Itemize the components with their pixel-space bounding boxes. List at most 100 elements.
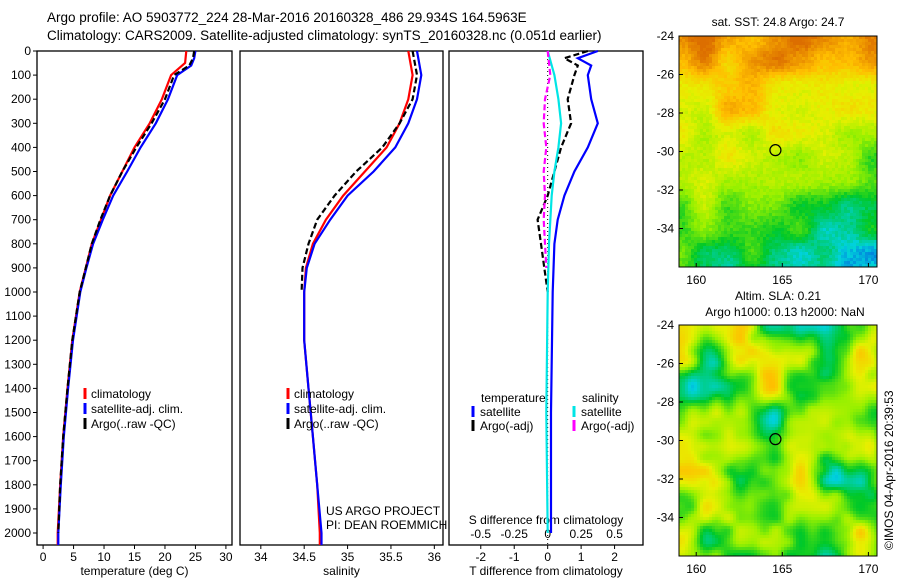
- lon-tick-label: 160: [686, 273, 706, 287]
- legend-title-salinity: salinity: [582, 391, 619, 405]
- lat-tick-label: -24: [657, 29, 675, 43]
- figure-title-line1: Argo profile: AO 5903772_224 28-Mar-2016…: [47, 10, 527, 25]
- legend-label: satellite: [480, 405, 521, 419]
- x2-tick-label: 0: [544, 527, 551, 541]
- legend-label: Argo(-adj): [581, 419, 634, 433]
- series-line-s-argo-adj-: [542, 50, 552, 268]
- lon-tick-label: 165: [772, 273, 792, 287]
- lat-tick-label: -28: [657, 106, 675, 120]
- x-axis-label: salinity: [323, 564, 360, 578]
- y-tick-label: 1300: [4, 357, 31, 371]
- y-tick-label: 100: [11, 68, 31, 82]
- y-tick-label: 700: [11, 213, 31, 227]
- y-tick-label: 400: [11, 140, 31, 154]
- y-tick-label: 900: [11, 261, 31, 275]
- panel-difference: -2 -1 0 1 2T difference from climatology S di…: [448, 49, 644, 578]
- panel-temperature: 0100200300400500600700800900100011001200…: [4, 44, 233, 578]
- y-tick-label: 800: [11, 237, 31, 251]
- x-tick-label: 10: [97, 550, 111, 564]
- legend-label: Argo(..raw -QC): [91, 417, 176, 431]
- y-tick-label: 2000: [4, 526, 31, 540]
- x2-tick-label: -0.25: [501, 527, 529, 541]
- y-tick-label: 1400: [4, 381, 31, 395]
- y-tick-label: 1500: [4, 406, 31, 420]
- project-label: US ARGO PROJECT: [326, 504, 441, 518]
- x2-tick-label: 0.25: [569, 527, 593, 541]
- argo-location-marker: [769, 433, 782, 446]
- legend-label: satellite-adj. clim.: [294, 402, 386, 416]
- sst-map-axes: 160 165 170 -24 -26 -28 -30 -32 -34: [657, 29, 879, 287]
- y-tick-label: 0: [24, 44, 31, 58]
- sla-map-title-2: Argo h1000: 0.13 h2000: NaN: [705, 305, 865, 319]
- series-line-argo-raw-qc-: [57, 50, 196, 534]
- legend-label: Argo(..raw -QC): [294, 417, 379, 431]
- y-tick-label: 1900: [4, 502, 31, 516]
- lat-tick-label: -32: [657, 472, 675, 486]
- x-axis-label: temperature (deg C): [80, 564, 188, 578]
- y-tick-label: 1100: [5, 309, 31, 323]
- sst-map-image: [679, 36, 877, 267]
- x-tick-label: 25: [189, 550, 203, 564]
- map-frame: [678, 324, 878, 557]
- map-frame: [678, 35, 878, 268]
- lon-tick-label: 170: [858, 562, 878, 576]
- x-tick-label: 20: [158, 550, 172, 564]
- lat-tick-label: -26: [657, 357, 675, 371]
- x-tick-label: 15: [128, 550, 142, 564]
- series-line-argo-raw-qc-: [300, 50, 419, 293]
- lon-tick-label: 165: [772, 562, 792, 576]
- x-tick-label: 35.5: [379, 550, 403, 564]
- x-tick-label: 35: [341, 550, 355, 564]
- x-tick-label: 0: [544, 550, 551, 564]
- series-line-satellite-adj-clim-: [303, 50, 423, 545]
- argo-location-marker: [769, 144, 782, 157]
- x-tick-label: 5: [70, 550, 77, 564]
- x-tick-label: 34: [254, 550, 268, 564]
- x-tick-label: 1: [578, 550, 585, 564]
- y-tick-label: 1700: [4, 454, 31, 468]
- y-tick-label: 1800: [4, 478, 31, 492]
- x-tick-label: 36: [428, 550, 442, 564]
- legend-label: climatology: [91, 387, 151, 401]
- panel-salinity: 34 34.5 35 35.5 36 salinity climatologysatelli…: [239, 50, 444, 578]
- x-tick-label: -2: [475, 550, 486, 564]
- series-line-t-argo-adj-: [536, 49, 589, 293]
- lat-tick-label: -24: [657, 318, 675, 332]
- sla-map-axes: 160 165 170 -24 -26 -28 -30 -32 -34: [657, 318, 879, 576]
- x-tick-label: -1: [509, 550, 520, 564]
- y-tick-label: 300: [11, 116, 31, 130]
- legend-label: satellite: [581, 405, 622, 419]
- credit-text: ©IMOS 04-Apr-2016 20:39:53: [882, 390, 896, 550]
- y-tick-label: 1200: [4, 333, 31, 347]
- x2-tick-label: -0.5: [470, 527, 491, 541]
- lon-tick-label: 170: [858, 273, 878, 287]
- y-tick-label: 200: [11, 92, 31, 106]
- legend-title-temperature: temperature: [481, 391, 546, 405]
- lat-tick-label: -28: [657, 395, 675, 409]
- x2-tick-label: 0.5: [606, 527, 623, 541]
- plot-frame: [448, 50, 644, 546]
- series-line-t-satellite: [549, 49, 599, 533]
- profile-plots: 0100200300400500600700800900100011001200…: [4, 44, 644, 578]
- x-tick-label: 2: [611, 550, 618, 564]
- x-tick-label: 34.5: [293, 550, 317, 564]
- y-tick-label: 1000: [4, 285, 31, 299]
- legend-label: climatology: [294, 387, 354, 401]
- lat-tick-label: -30: [657, 434, 675, 448]
- lat-tick-label: -30: [657, 145, 675, 159]
- y-tick-label: 500: [11, 165, 31, 179]
- legend-label: satellite-adj. clim.: [91, 402, 183, 416]
- sla-map-title-1: Altim. SLA: 0.21: [734, 289, 822, 303]
- x-tick-label: 0: [40, 550, 47, 564]
- lon-tick-label: 160: [686, 562, 706, 576]
- lat-tick-label: -26: [657, 68, 675, 82]
- y-tick-label: 1600: [4, 430, 31, 444]
- x-axis-label: T difference from climatology: [469, 564, 623, 578]
- x2-axis-label: S difference from climatology: [469, 513, 624, 527]
- lat-tick-label: -32: [657, 183, 675, 197]
- sst-map-title: sat. SST: 24.8 Argo: 24.7: [711, 15, 845, 29]
- legend-label: Argo(-adj): [480, 419, 533, 433]
- lat-tick-label: -34: [657, 222, 675, 236]
